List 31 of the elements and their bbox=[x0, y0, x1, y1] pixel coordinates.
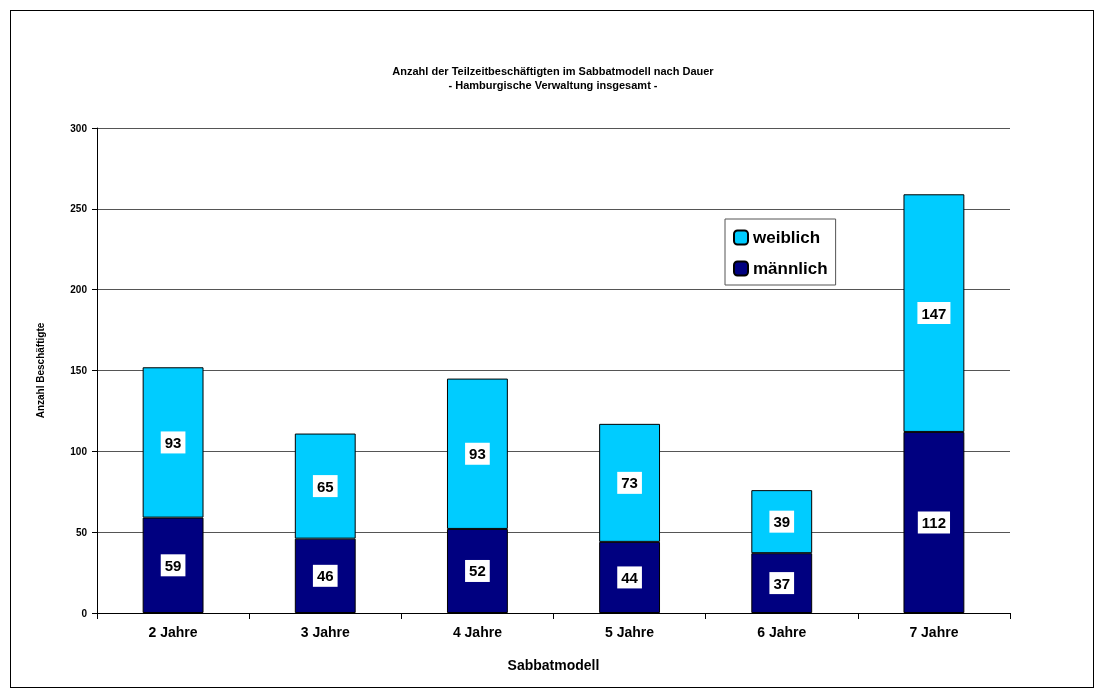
data-label: 112 bbox=[921, 513, 947, 531]
y-axis-title: Anzahl Beschäftigte bbox=[34, 322, 46, 419]
x-tick-label: 3 Jahre bbox=[300, 624, 350, 640]
y-tick-label: 50 bbox=[75, 526, 88, 538]
data-label: 147 bbox=[921, 304, 947, 322]
data-label: 39 bbox=[773, 513, 791, 531]
y-tick-label: 300 bbox=[70, 122, 88, 134]
y-tick-label: 250 bbox=[70, 203, 88, 215]
data-label: 73 bbox=[621, 474, 638, 492]
y-tick-label: 150 bbox=[70, 365, 88, 376]
data-label: 52 bbox=[469, 562, 486, 580]
data-label: 65 bbox=[316, 477, 334, 495]
y-tick-label: 100 bbox=[70, 445, 88, 457]
x-tick-label: 6 Jahre bbox=[757, 624, 807, 640]
x-tick-label: 4 Jahre bbox=[452, 624, 503, 640]
chart-subtitle: - Hamburgische Verwaltung insgesamt - bbox=[448, 78, 658, 91]
y-tick-label: 0 bbox=[81, 607, 88, 619]
data-label: 93 bbox=[164, 433, 182, 451]
data-label: 44 bbox=[621, 568, 639, 586]
legend-label: männlich bbox=[753, 259, 828, 278]
x-tick-label: 7 Jahre bbox=[909, 624, 959, 640]
x-axis-title: Sabbatmodell bbox=[507, 657, 600, 673]
data-label: 93 bbox=[469, 445, 486, 463]
data-label: 46 bbox=[316, 567, 334, 585]
x-tick-label: 2 Jahre bbox=[148, 624, 198, 640]
legend-label: weiblich bbox=[752, 228, 821, 247]
x-tick-label: 5 Jahre bbox=[605, 624, 655, 640]
chart-title: Anzahl der Teilzeitbeschäftigten im Sabbatmodell nach Dauer bbox=[392, 64, 715, 77]
data-label: 37 bbox=[773, 574, 791, 592]
data-label: 59 bbox=[164, 556, 182, 574]
y-tick-label: 200 bbox=[70, 284, 88, 296]
